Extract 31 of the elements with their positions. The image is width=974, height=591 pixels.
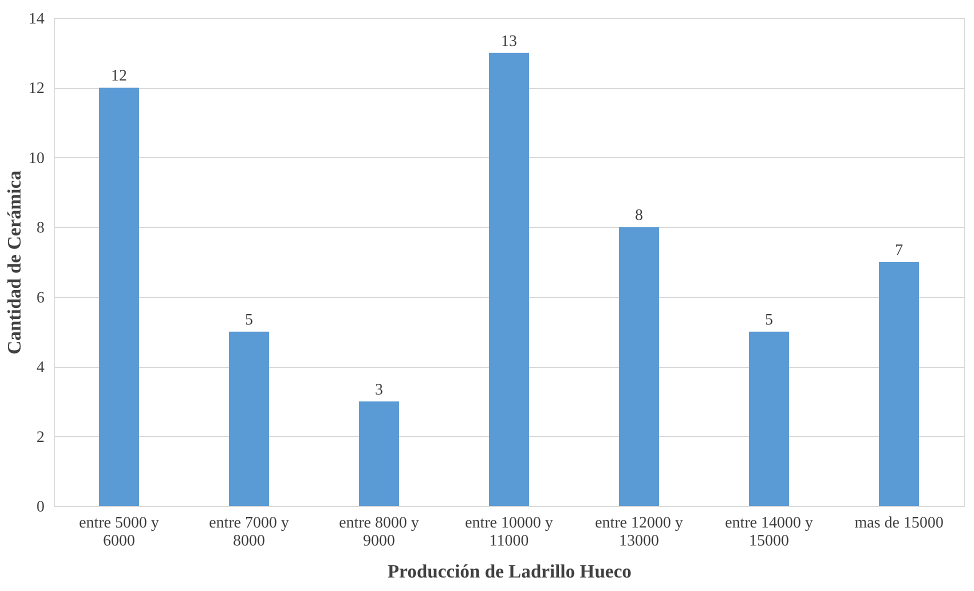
y-tick-label: 2 [36,428,44,446]
y-tick-label: 14 [28,10,44,28]
data-label: 13 [501,32,517,50]
x-tick-label: entre 8000 y 9000 [339,514,419,550]
x-tick-label: entre 12000 y 13000 [595,514,683,550]
x-tick-label: entre 7000 y 8000 [209,514,289,550]
y-tick-label: 4 [36,359,44,376]
data-label: 7 [895,242,903,259]
data-label: 12 [111,68,127,85]
x-tick-label: entre 14000 y 15000 [725,514,813,550]
data-label: 5 [765,312,773,329]
bar [99,88,139,506]
x-tick-label: entre 10000 y 11000 [465,514,553,550]
y-tick-label: 6 [36,289,44,306]
x-tick-label: entre 5000 y 6000 [79,514,159,550]
bar [359,401,399,506]
data-label: 3 [375,381,383,398]
y-tick-label: 8 [36,220,44,237]
bar [229,332,269,506]
x-tick-label: mas de 15000 [854,514,944,532]
bar [749,332,789,506]
data-label: 5 [245,312,253,329]
bar [619,227,659,506]
x-axis-title: Producción de Ladrillo Hueco [387,562,632,582]
y-tick-label: 0 [36,498,44,516]
bar [879,262,919,506]
data-label: 8 [635,207,643,224]
bar [489,52,529,506]
y-axis-title: Cantidad de Cerámica [4,170,26,354]
y-tick-label: 10 [28,150,44,167]
y-tick-label: 12 [28,80,44,98]
